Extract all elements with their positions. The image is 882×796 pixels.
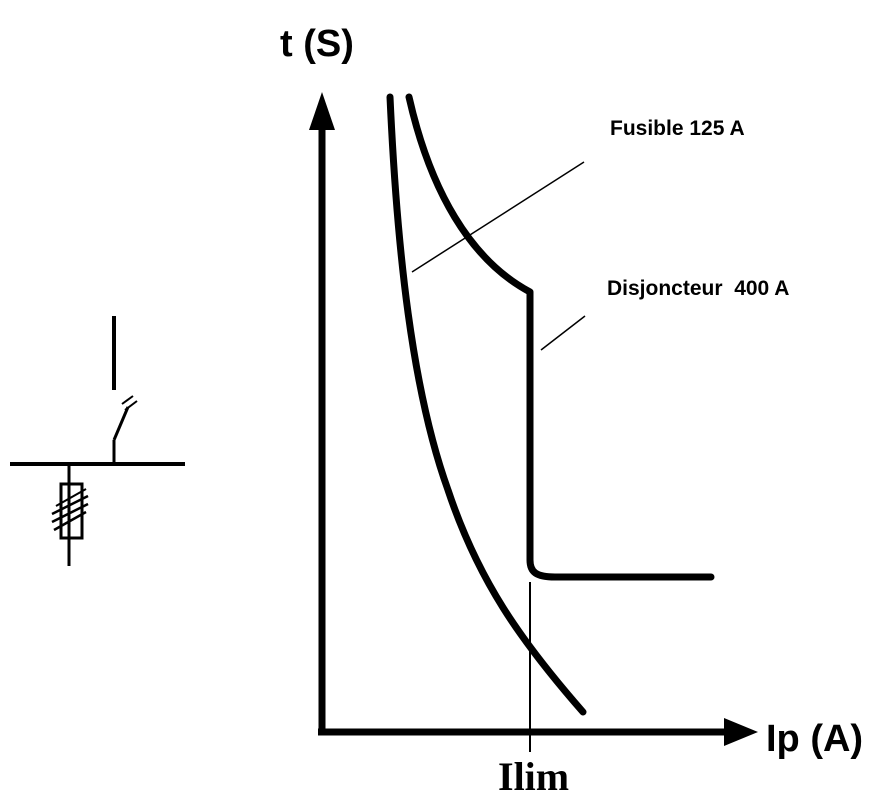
y-axis-label: t (S): [280, 23, 354, 65]
fuse-leader-line: [411, 161, 585, 273]
breaker-mark-1: [121, 395, 134, 405]
breaker-curve: [405, 93, 715, 581]
ilim-label: Ilim: [498, 754, 569, 796]
breaker-blade: [112, 406, 130, 441]
x-axis-arrowhead: [724, 718, 758, 746]
circuit-symbol: [10, 316, 185, 566]
breaker-mark-2: [124, 400, 138, 411]
fuse-hatch-3: [53, 510, 87, 532]
breaker-leader-line: [540, 315, 586, 351]
y-axis-arrowhead: [309, 92, 335, 130]
breaker-curve-label: Disjoncteur 400 A: [607, 277, 789, 300]
fuse-hatch-4: [55, 488, 87, 507]
fuse-body: [59, 482, 84, 540]
fuse-curve-label: Fusible 125 A: [610, 117, 745, 140]
axes: [309, 92, 758, 746]
x-axis-label: Ip (A): [766, 718, 863, 760]
fuse-hatch-1: [51, 502, 89, 524]
fuse-hatch-2: [51, 494, 89, 516]
fuse-curve: [386, 93, 587, 716]
